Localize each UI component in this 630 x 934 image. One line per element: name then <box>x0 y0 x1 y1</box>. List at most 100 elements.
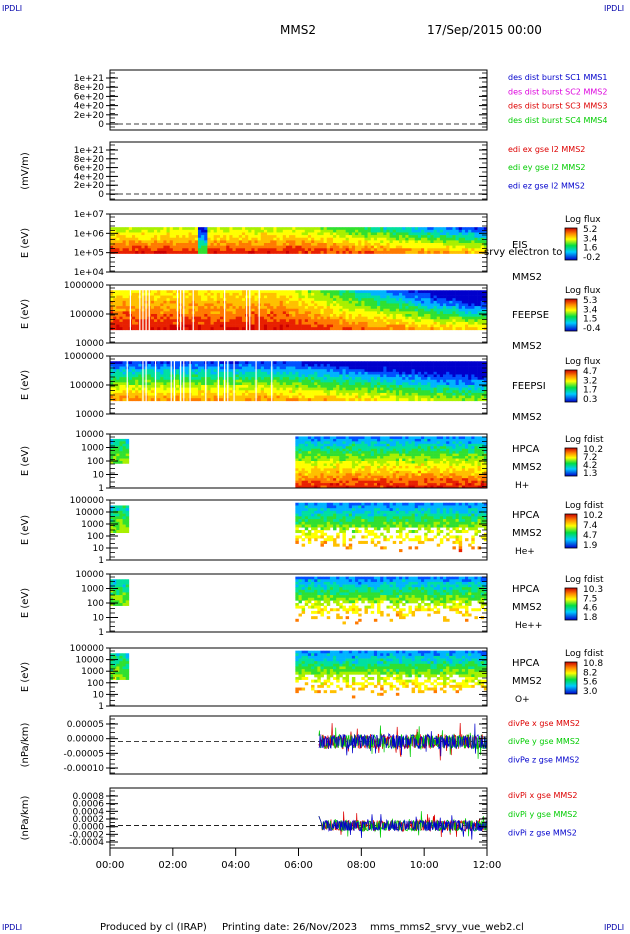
spectrogram-cell <box>279 321 284 325</box>
spectrogram-cell <box>373 316 378 320</box>
spectrogram-cell <box>443 298 447 302</box>
spectrogram-cell <box>452 385 456 388</box>
spectrogram-cell <box>436 303 441 307</box>
spectrogram-cell <box>342 245 346 249</box>
spectrogram-cell <box>304 308 309 312</box>
spectrogram-cell <box>345 250 350 254</box>
spectrogram-cell <box>474 250 478 254</box>
spectrogram-cell <box>461 314 466 317</box>
spectrogram-cell <box>449 387 453 391</box>
spectrogram-cell <box>348 298 353 302</box>
spectrogram-cell <box>169 237 174 241</box>
spectrogram-cell <box>254 250 258 254</box>
spectrogram-cell <box>201 319 205 323</box>
spectrogram-cell <box>329 250 334 254</box>
spectrogram-cell <box>311 385 315 388</box>
spectrogram-cell <box>449 303 453 307</box>
spectrogram-cell <box>329 395 334 399</box>
spectrogram-cell <box>358 385 362 388</box>
spectrogram-cell <box>421 382 425 386</box>
spectrogram-cell <box>188 240 192 244</box>
spectrogram-cell <box>314 390 318 394</box>
spectrogram-cell <box>267 232 271 236</box>
spectrogram-cell <box>191 227 196 231</box>
spectrogram-cell <box>307 316 312 320</box>
spectrogram-cell <box>289 366 293 370</box>
spectrogram-cell <box>135 311 139 315</box>
spectrogram-cell <box>241 235 246 239</box>
spectrogram-cell <box>216 298 221 302</box>
spectrogram-cell <box>430 319 434 323</box>
spectrogram-cell <box>185 369 189 373</box>
spectrogram-cell <box>241 369 246 373</box>
spectrogram-cell <box>116 321 120 325</box>
spectrogram-cell <box>235 306 240 310</box>
spectrogram-cell <box>307 324 312 328</box>
spectrogram-cell <box>339 306 343 310</box>
spectrogram-cell <box>157 314 161 317</box>
spectrogram-cell <box>166 392 170 396</box>
spectrogram-cell <box>351 300 356 304</box>
spectrogram-cell <box>471 300 475 304</box>
spectrogram-cell <box>251 308 255 312</box>
spectrogram-cell <box>279 306 284 310</box>
spectrogram-cell <box>160 382 164 386</box>
spectrogram-cell <box>383 298 387 302</box>
spectrogram-cell <box>128 245 133 249</box>
spectrogram-cell <box>480 316 485 320</box>
spectrogram-cell <box>389 243 394 246</box>
spectrogram-cell <box>110 395 114 399</box>
spectrogram-cell <box>185 237 189 241</box>
spectrogram-cell <box>210 290 214 294</box>
spectrogram-cell <box>329 398 334 402</box>
spectrogram-cell <box>474 385 478 388</box>
spectrogram-cell <box>289 377 293 381</box>
spectrogram-cell <box>370 290 375 294</box>
spectrogram-cell <box>131 371 136 375</box>
spectrogram-cell <box>471 363 475 367</box>
spectrogram-cell <box>113 390 117 394</box>
spectrogram-cell <box>342 385 346 388</box>
spectrogram-cell <box>229 243 233 246</box>
spectrogram-cell <box>279 324 284 328</box>
spectrogram-cell <box>204 227 208 231</box>
spectrogram-cell <box>461 374 466 378</box>
spectrogram-cell <box>122 392 127 396</box>
spectrogram-cell <box>116 232 120 236</box>
spectrogram-cell <box>477 363 482 367</box>
spectrogram-cell <box>317 290 321 294</box>
spectrogram-cell <box>295 369 299 373</box>
spectrogram-cell <box>163 303 167 307</box>
spectrogram-cell <box>386 232 390 236</box>
spectrogram-cell <box>439 303 444 307</box>
spectrogram-cell <box>414 311 419 315</box>
spectrogram-cell <box>474 300 478 304</box>
spectrogram-cell <box>197 374 202 378</box>
spectrogram-cell <box>336 227 340 231</box>
spectrogram-cell <box>191 371 196 375</box>
spectrogram-cell <box>430 327 434 331</box>
spectrogram-cell <box>339 250 343 254</box>
spectrogram-cell <box>380 385 384 388</box>
spectrogram-cell <box>213 227 218 231</box>
spectrogram-cell <box>260 382 265 386</box>
spectrogram-cell <box>282 369 287 373</box>
spectrogram-cell <box>197 398 202 402</box>
spectrogram-cell <box>439 382 444 386</box>
spectrogram-cell <box>197 363 202 367</box>
colorbar-title: Log flux <box>565 286 601 296</box>
spectrogram-cell <box>263 250 268 254</box>
spectrogram-cell <box>169 250 174 254</box>
spectrogram-cell <box>436 379 441 383</box>
spectrogram-cell <box>204 235 208 239</box>
spectrogram-cell <box>339 229 343 233</box>
spectrogram-cell <box>358 314 362 317</box>
spectrogram-cell <box>421 321 425 325</box>
spectrogram-cell <box>364 303 368 307</box>
spectrogram-cell <box>449 321 453 325</box>
spectrogram-cell <box>282 361 287 365</box>
spectrogram-cell <box>110 363 114 367</box>
spectrogram-cell <box>213 387 218 391</box>
spectrogram-cell <box>245 374 249 378</box>
spectrogram-cell <box>289 382 293 386</box>
